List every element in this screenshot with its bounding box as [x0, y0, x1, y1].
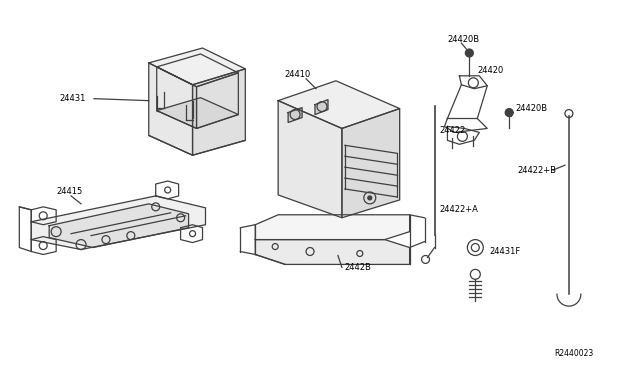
Text: 24410: 24410 — [284, 70, 310, 79]
Polygon shape — [31, 196, 205, 250]
Text: 24422+B: 24422+B — [517, 166, 556, 174]
Polygon shape — [278, 101, 342, 218]
Polygon shape — [315, 100, 328, 115]
Text: 2442B: 2442B — [344, 263, 371, 272]
Text: 24422: 24422 — [440, 126, 466, 135]
Polygon shape — [49, 204, 189, 247]
Circle shape — [368, 196, 372, 200]
Circle shape — [505, 109, 513, 116]
Polygon shape — [255, 215, 410, 240]
Text: 24420B: 24420B — [447, 35, 479, 44]
Text: 24422+A: 24422+A — [440, 205, 478, 214]
Polygon shape — [278, 81, 399, 128]
Polygon shape — [288, 108, 302, 122]
Text: R2440023: R2440023 — [554, 349, 593, 358]
Polygon shape — [148, 48, 245, 85]
Text: 24420B: 24420B — [515, 104, 547, 113]
Polygon shape — [148, 63, 193, 155]
Text: 24420: 24420 — [477, 66, 504, 76]
Text: 24431: 24431 — [59, 94, 86, 103]
Text: 24415: 24415 — [56, 187, 83, 196]
Polygon shape — [157, 98, 238, 128]
Polygon shape — [255, 240, 410, 264]
Circle shape — [465, 49, 474, 57]
Text: 24431F: 24431F — [489, 247, 520, 256]
Polygon shape — [193, 69, 245, 155]
Polygon shape — [342, 109, 399, 218]
